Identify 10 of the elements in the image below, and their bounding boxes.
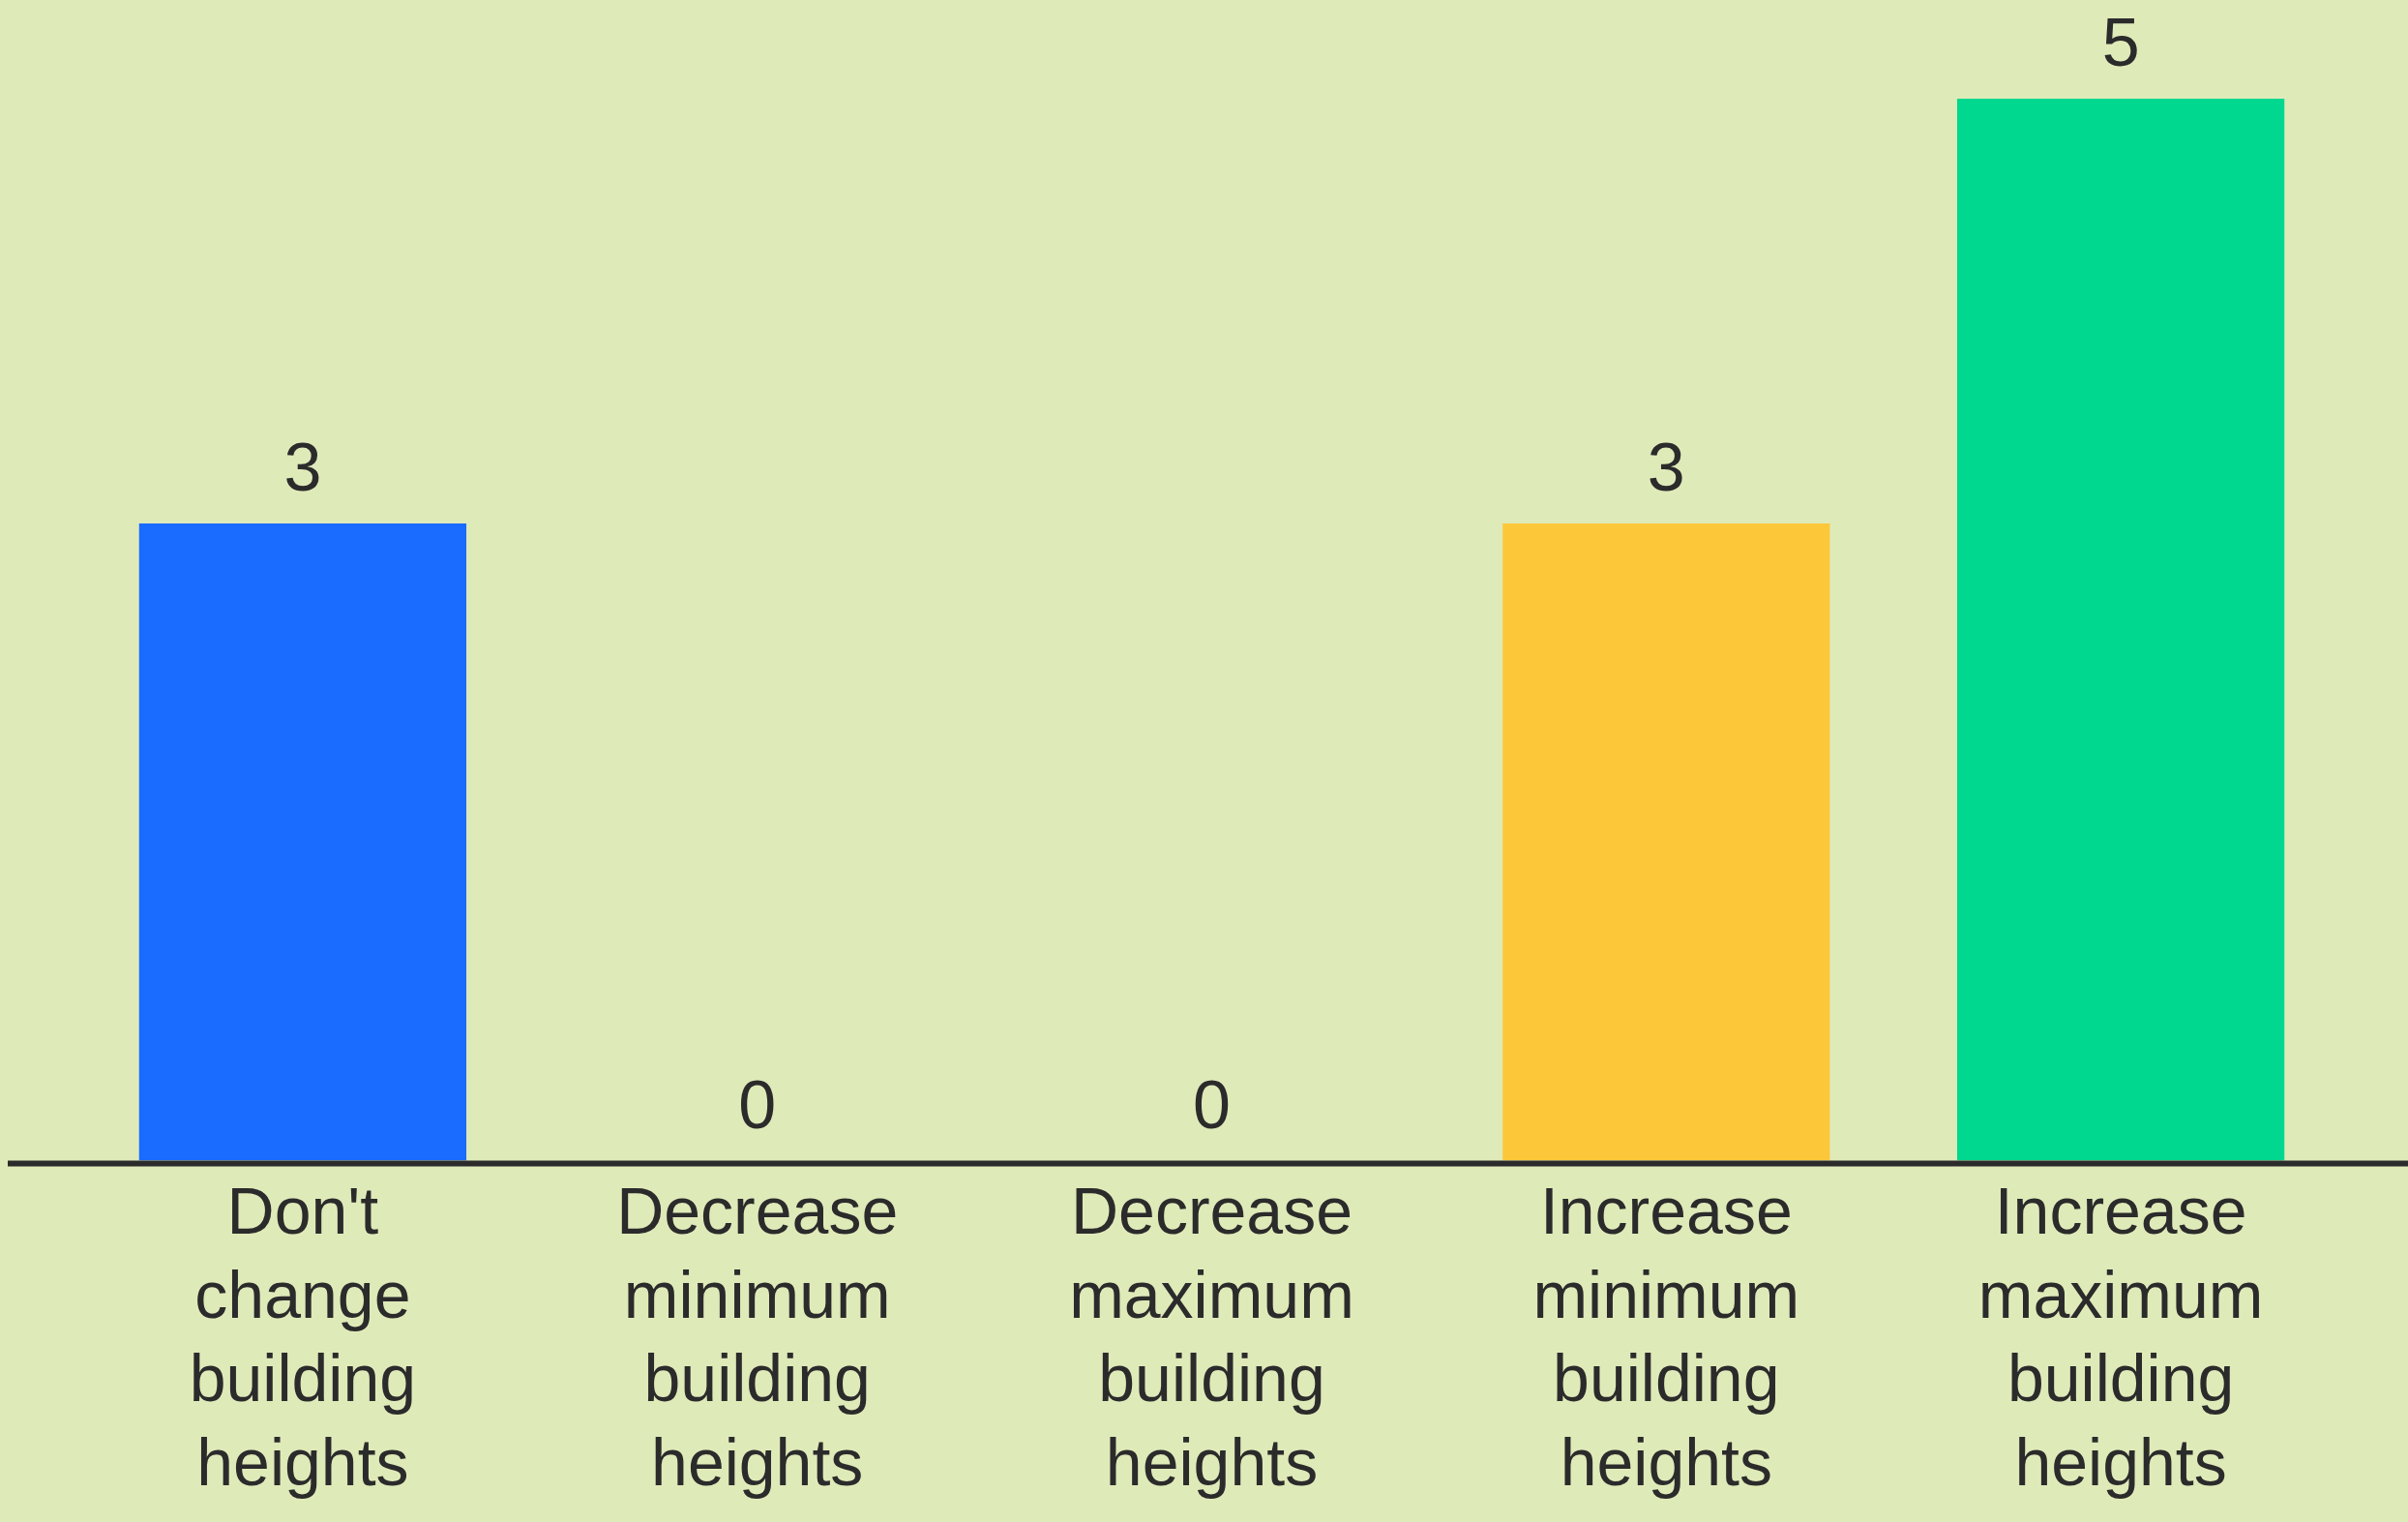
x-tick-label: Decrease maximum building heights (1069, 1174, 1354, 1499)
data-label: 5 (2101, 5, 2140, 81)
data-label: 3 (283, 430, 322, 506)
x-tick-label: Decrease minimum building heights (616, 1174, 899, 1499)
x-tick-label: Don't change building heights (189, 1174, 417, 1499)
x-tick-label: Increase minimum building heights (1532, 1174, 1800, 1499)
data-label: 3 (1647, 430, 1685, 506)
data-label: 0 (1193, 1066, 1231, 1143)
data-label: 0 (738, 1066, 777, 1143)
x-tick-label: Increase maximum building heights (1977, 1174, 2264, 1499)
